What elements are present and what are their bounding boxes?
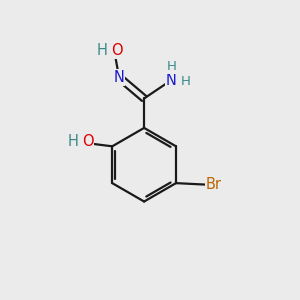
Text: N: N [114,70,124,85]
Text: H: H [68,134,79,149]
Text: N: N [166,73,177,88]
Text: O: O [82,134,94,149]
Text: H: H [167,61,177,74]
Text: Br: Br [206,177,222,192]
Text: H: H [97,43,108,58]
Text: H: H [180,75,190,88]
Text: O: O [111,43,123,58]
